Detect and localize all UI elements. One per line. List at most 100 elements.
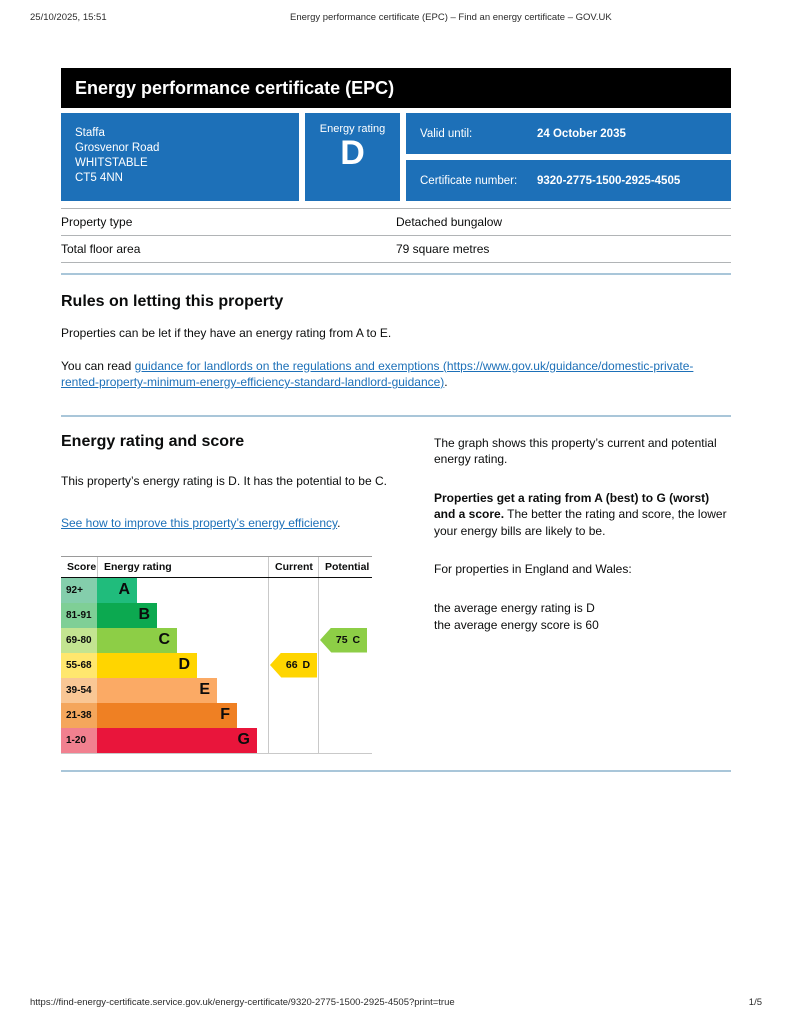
epc-chart-header: Score Energy rating Current Potential bbox=[61, 555, 372, 578]
floor-area-value: 79 square metres bbox=[396, 242, 490, 256]
table-row: Total floor area 79 square metres bbox=[61, 235, 731, 263]
band-score-range: 39-54 bbox=[61, 677, 97, 703]
band-score-range: 92+ bbox=[61, 577, 97, 603]
average-rating-line: the average energy rating is D bbox=[434, 600, 595, 615]
england-wales-intro: For properties in England and Wales: bbox=[434, 562, 632, 576]
rating-section: Energy rating and score This property’s … bbox=[61, 433, 731, 754]
certificate-number-label: Certificate number: bbox=[420, 174, 518, 187]
potential-column-cell: 75 C bbox=[318, 627, 372, 653]
footer-url: https://find-energy-certificate.service.… bbox=[30, 997, 455, 1008]
band-score-range: 55-68 bbox=[61, 652, 97, 678]
print-datetime: 25/10/2025, 15:51 bbox=[30, 12, 107, 23]
energy-rating-label: Energy rating bbox=[319, 123, 386, 135]
rating-intro: This property’s energy rating is D. It h… bbox=[61, 473, 387, 488]
rating-left-column: Energy rating and score This property’s … bbox=[61, 433, 408, 754]
section-divider bbox=[61, 769, 731, 772]
average-stats: the average energy rating is D the avera… bbox=[434, 600, 731, 634]
band-bar-cell: D bbox=[97, 652, 268, 678]
potential-column-cell bbox=[318, 727, 372, 753]
rating-explainer-rest: The better the rating and score, the low… bbox=[434, 507, 727, 538]
browser-print-footer: https://find-energy-certificate.service.… bbox=[30, 997, 762, 1008]
guidance-suffix: . bbox=[444, 375, 448, 389]
current-rating-arrow: 66 D bbox=[270, 652, 317, 678]
table-row: Property type Detached bungalow bbox=[61, 208, 731, 235]
current-column-cell bbox=[268, 577, 318, 603]
energy-rating-box: Energy rating D bbox=[305, 113, 400, 201]
epc-chart-body: 92+ A 81-91 B 69-80 C 75 C 55-68 D 66 D 39-54 E 21-38 F… bbox=[61, 577, 372, 754]
valid-until-label: Valid until: bbox=[420, 127, 473, 140]
band-bar-cell: A bbox=[97, 577, 268, 603]
potential-column-cell bbox=[318, 652, 372, 678]
band-bar-cell: B bbox=[97, 602, 268, 628]
rating-explainer-bold: Properties get a rating from A (best) to… bbox=[434, 490, 710, 522]
graph-description: The graph shows this property’s current … bbox=[434, 435, 717, 467]
print-page-title: Energy performance certificate (EPC) – F… bbox=[290, 12, 612, 23]
potential-column-cell bbox=[318, 602, 372, 628]
band-bar-cell: G bbox=[97, 727, 268, 753]
address-line: Staffa bbox=[75, 127, 105, 139]
band-bar-c: C bbox=[97, 627, 177, 653]
chart-band-row-d: 55-68 D 66 D bbox=[61, 652, 372, 678]
band-bar-e: E bbox=[97, 677, 217, 703]
valid-until-row: Valid until: 24 October 2035 bbox=[406, 113, 731, 154]
letting-rules-guidance: You can read guidance for landlords on t… bbox=[61, 358, 731, 391]
address-line: Grosvenor Road bbox=[75, 142, 160, 154]
chart-band-row-c: 69-80 C 75 C bbox=[61, 627, 372, 653]
improve-link-suffix: . bbox=[337, 516, 341, 530]
landlord-guidance-link[interactable]: guidance for landlords on the regulation… bbox=[61, 358, 694, 390]
band-score-range: 21-38 bbox=[61, 702, 97, 728]
property-type-label: Property type bbox=[61, 215, 133, 229]
certificate-number-value: 9320-2775-1500-2925-4505 bbox=[537, 174, 681, 187]
certificate-content: Energy performance certificate (EPC) Sta… bbox=[61, 68, 731, 772]
footer-page-number: 1/5 bbox=[748, 997, 762, 1008]
chart-band-row-f: 21-38 F bbox=[61, 702, 372, 728]
epc-rating-chart: Score Energy rating Current Potential 92+ A 8… bbox=[61, 555, 372, 754]
letting-rules-heading: Rules on letting this property bbox=[61, 293, 284, 310]
band-bar-a: A bbox=[97, 577, 137, 603]
band-bar-b: B bbox=[97, 602, 157, 628]
chart-band-row-e: 39-54 E bbox=[61, 677, 372, 703]
section-divider bbox=[61, 414, 731, 417]
band-bar-cell: F bbox=[97, 702, 268, 728]
energy-rating-value: D bbox=[340, 134, 365, 172]
current-column-cell: 66 D bbox=[268, 652, 318, 678]
band-score-range: 1-20 bbox=[61, 727, 97, 753]
band-bar-cell: E bbox=[97, 677, 268, 703]
band-score-range: 81-91 bbox=[61, 602, 97, 628]
browser-print-header: 25/10/2025, 15:51 Energy performance cer… bbox=[30, 12, 762, 23]
potential-column-cell bbox=[318, 702, 372, 728]
chart-column-header: Score bbox=[67, 560, 97, 573]
current-column-cell bbox=[268, 727, 318, 753]
property-details-table: Property type Detached bungalow Total fl… bbox=[61, 208, 731, 263]
property-address: Staffa Grosvenor Road WHITSTABLE CT5 4NN bbox=[61, 113, 299, 201]
current-column-cell bbox=[268, 702, 318, 728]
chart-band-row-a: 92+ A bbox=[61, 577, 372, 603]
chart-band-row-b: 81-91 B bbox=[61, 602, 372, 628]
valid-until-value: 24 October 2035 bbox=[537, 127, 626, 140]
average-score-line: the average energy score is 60 bbox=[434, 617, 599, 632]
potential-rating-arrow-score: 75 bbox=[335, 634, 348, 646]
improve-efficiency-paragraph: See how to improve this property’s energ… bbox=[61, 515, 408, 532]
property-type-value: Detached bungalow bbox=[396, 215, 503, 229]
section-divider bbox=[61, 273, 731, 275]
potential-column-cell bbox=[318, 577, 372, 603]
potential-rating-arrow-letter: C bbox=[352, 634, 361, 646]
chart-column-header: Energy rating bbox=[97, 556, 268, 577]
chart-column-header: Current bbox=[268, 556, 318, 577]
current-rating-arrow-letter: D bbox=[302, 659, 311, 671]
address-line: CT5 4NN bbox=[75, 172, 123, 184]
guidance-prefix: You can read bbox=[61, 358, 135, 373]
improve-efficiency-link[interactable]: See how to improve this property’s energ… bbox=[61, 516, 338, 530]
band-bar-g: G bbox=[97, 727, 257, 753]
certificate-number-row: Certificate number: 9320-2775-1500-2925-… bbox=[406, 160, 731, 201]
chart-column-header: Potential bbox=[318, 556, 372, 577]
page-title-banner: Energy performance certificate (EPC) bbox=[61, 68, 731, 108]
certificate-meta: Valid until: 24 October 2035 Certificate… bbox=[406, 113, 731, 201]
address-line: WHITSTABLE bbox=[75, 157, 148, 169]
rating-explainer: Properties get a rating from A (best) to… bbox=[434, 490, 731, 540]
current-rating-arrow-score: 66 bbox=[285, 659, 298, 671]
band-bar-d: D bbox=[97, 652, 197, 678]
rating-right-column: The graph shows this property’s current … bbox=[434, 433, 731, 754]
current-column-cell bbox=[268, 602, 318, 628]
band-bar-cell: C bbox=[97, 627, 268, 653]
